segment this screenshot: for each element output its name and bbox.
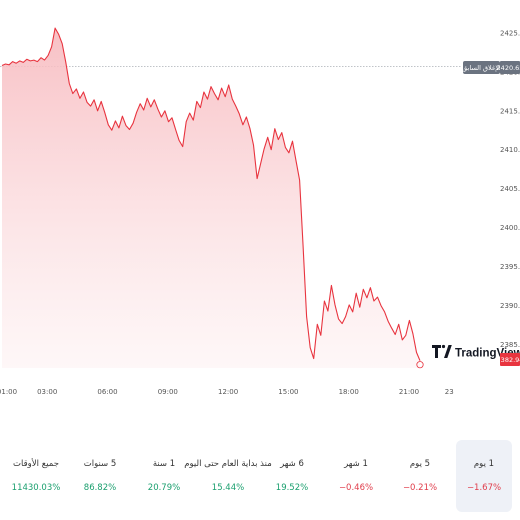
x-tick-label: 06:00 xyxy=(97,388,117,396)
y-tick-label: 2390.00 xyxy=(500,302,520,310)
previous-close-label-box xyxy=(463,61,500,74)
x-tick-label: 18:00 xyxy=(339,388,359,396)
y-tick-label: 2400.00 xyxy=(500,224,520,232)
x-axis: 01:00 03:00 06:00 09:00 12:00 15:00 18:00 21:00… xyxy=(0,388,454,396)
period-tab-change: 19.52% xyxy=(275,483,309,493)
period-tab-label: 6 شهر xyxy=(280,459,304,469)
period-tab-label: منذ بداية العام حتى اليوم xyxy=(184,459,272,469)
last-price-value: 2382.94 xyxy=(497,356,520,364)
y-axis: 2425.002420.002415.002410.002405.002400.… xyxy=(500,29,520,349)
y-tick-label: 2385.00 xyxy=(500,341,520,349)
period-tab[interactable]: 6 شهر 19.52% xyxy=(264,440,320,512)
x-tick-label: 21:00 xyxy=(399,388,419,396)
period-tab-change: 86.82% xyxy=(83,483,117,493)
previous-close-badge: الإغلاق السابق 2420.65 xyxy=(462,61,520,74)
period-tab-change: 20.79% xyxy=(147,483,181,493)
last-price-box xyxy=(500,353,520,366)
previous-close-label: الإغلاق السابق xyxy=(462,64,501,72)
period-tab[interactable]: 5 يوم −0.21% xyxy=(392,440,448,512)
period-tab[interactable]: جميع الأوقات 11430.03% xyxy=(8,440,64,512)
last-price-dot xyxy=(416,361,424,369)
period-tab-label: 5 يوم xyxy=(409,459,431,469)
x-tick-label: 15:00 xyxy=(278,388,298,396)
y-tick-label: 2410.00 xyxy=(500,146,520,154)
period-tab-label: 1 سنة xyxy=(152,459,176,469)
previous-close-value: 2420.65 xyxy=(497,64,520,72)
period-tab[interactable]: 1 يوم −1.67% xyxy=(456,440,512,512)
y-tick-label: 2425.00 xyxy=(500,29,520,37)
x-tick-label: 01:00 xyxy=(0,388,17,396)
price-area xyxy=(2,28,420,368)
previous-close-value-box xyxy=(500,61,520,74)
period-tab-label: 1 يوم xyxy=(473,459,495,469)
period-selector: 1 يوم −1.67% 5 يوم −0.21% 1 شهر −0.46% 6 شهر 19… xyxy=(0,440,520,512)
period-tab[interactable]: 1 سنة 20.79% xyxy=(136,440,192,512)
price-line xyxy=(1,27,421,361)
period-tab-label: 1 شهر xyxy=(344,459,368,469)
period-tab-change: −0.46% xyxy=(338,483,374,493)
tradingview-logo-icon xyxy=(432,344,452,358)
price-chart[interactable]: 2425.002420.002415.002410.002405.002400.… xyxy=(0,0,520,400)
period-tab-label: جميع الأوقات xyxy=(13,459,59,469)
x-tick-label: 23 xyxy=(445,388,454,396)
x-tick-label: 09:00 xyxy=(158,388,178,396)
period-tab[interactable]: 5 سنوات 86.82% xyxy=(72,440,128,512)
period-tab-change: −1.67% xyxy=(466,483,502,493)
y-tick-label: 2395.00 xyxy=(500,263,520,271)
last-price-badge: 2382.94 xyxy=(497,353,520,366)
period-tab-change: 11430.03% xyxy=(11,483,61,493)
x-tick-label: 12:00 xyxy=(218,388,238,396)
y-tick-label: 2415.00 xyxy=(500,107,520,115)
period-tab-label: 5 سنوات xyxy=(83,459,117,469)
period-tab-change: 15.44% xyxy=(211,483,245,493)
period-tab-change: −0.21% xyxy=(402,483,438,493)
x-tick-label: 03:00 xyxy=(37,388,57,396)
y-tick-label: 2405.00 xyxy=(500,185,520,193)
period-tab[interactable]: منذ بداية العام حتى اليوم 15.44% xyxy=(184,440,271,512)
period-tab[interactable]: 1 شهر −0.46% xyxy=(328,440,384,512)
